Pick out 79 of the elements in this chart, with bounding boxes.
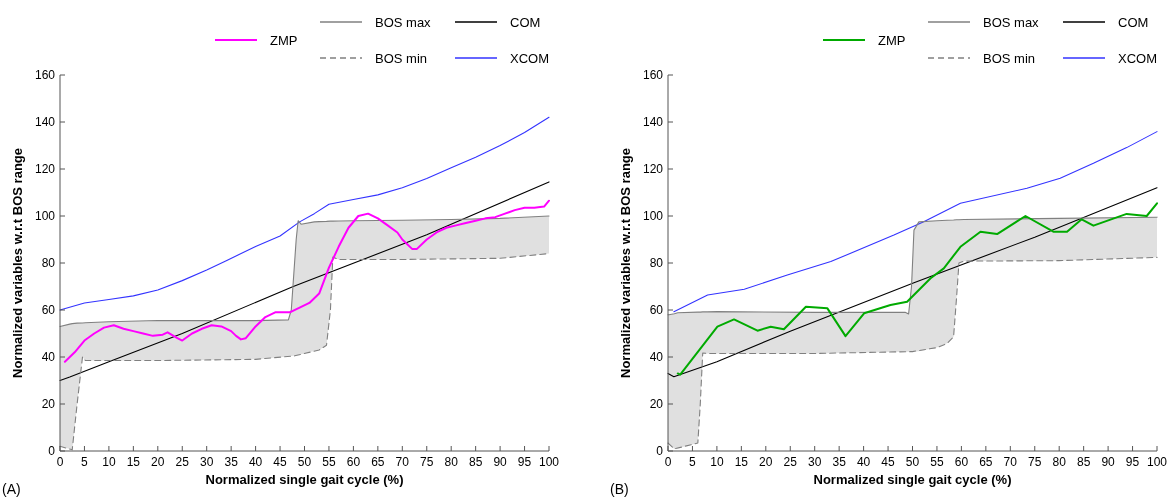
x-tick-label: 85: [468, 455, 483, 469]
x-tick-label: 90: [1101, 455, 1116, 469]
text: (B): [610, 481, 629, 497]
x-tick-label: 95: [1125, 455, 1140, 469]
y-tick-label: 0: [48, 444, 56, 458]
x-tick-label: 25: [783, 455, 798, 469]
y-tick-label: 40: [649, 350, 664, 364]
y-axis-title: Normalized variables w.r.t BOS range: [10, 148, 25, 378]
x-tick-label: 95: [517, 455, 532, 469]
x-tick-label: 55: [322, 455, 336, 469]
x-tick-label: 70: [395, 455, 410, 469]
y-tick-label: 80: [41, 256, 56, 270]
x-tick-label: 5: [81, 455, 89, 469]
x-tick-label: 30: [808, 455, 822, 469]
legend-label: ZMP: [878, 32, 906, 48]
x-tick-label: 40: [248, 455, 263, 469]
x-tick-label: 10: [710, 455, 724, 469]
x-tick-label: 15: [734, 455, 749, 469]
x-tick-label: 60: [954, 455, 969, 469]
x-tick-label: 50: [905, 455, 920, 469]
x-tick-label: 60: [346, 455, 361, 469]
y-tick-label: 0: [656, 444, 664, 458]
legend-label: BOS max: [983, 14, 1040, 30]
legend-label: BOS max: [375, 14, 432, 30]
x-tick-label: 20: [151, 455, 165, 469]
y-tick-label: 140: [34, 115, 56, 129]
x-tick-label: 25: [175, 455, 190, 469]
legend-label: ZMP: [270, 32, 298, 48]
x-tick-label: 75: [420, 455, 434, 469]
x-tick-label: 5: [689, 455, 697, 469]
x-tick-label: 90: [493, 455, 508, 469]
y-tick-label: 20: [41, 397, 56, 411]
line-series: [667, 216, 1158, 316]
y-axis-title: Normalized variables w.r.t BOS range: [618, 148, 633, 378]
x-tick-label: 50: [297, 455, 312, 469]
y-tick-label: 160: [642, 68, 664, 82]
x-tick-label: 75: [1028, 455, 1042, 469]
x-tick-label: 15: [126, 455, 141, 469]
legend-label: XCOM: [1118, 50, 1157, 66]
x-axis-title: Normalized single gait cycle (%): [205, 472, 404, 487]
x-tick-label: 85: [1076, 455, 1091, 469]
y-tick-label: 80: [649, 256, 664, 270]
x-tick-label: 55: [930, 455, 944, 469]
y-tick-label: 100: [34, 209, 56, 223]
text: (A): [2, 481, 21, 497]
x-tick-label: 100: [538, 455, 560, 469]
x-tick-label: 10: [102, 455, 116, 469]
line-series: [63, 199, 550, 363]
y-tick-label: 140: [642, 115, 664, 129]
y-tick-label: 120: [642, 162, 664, 176]
x-tick-label: 30: [200, 455, 214, 469]
x-axis-title: Normalized single gait cycle (%): [813, 472, 1012, 487]
x-tick-label: 35: [224, 455, 239, 469]
y-tick-label: 100: [642, 209, 664, 223]
y-tick-label: 40: [41, 350, 56, 364]
y-tick-label: 20: [649, 397, 664, 411]
x-tick-label: 100: [1146, 455, 1168, 469]
line-series: [59, 181, 550, 382]
x-tick-label: 80: [444, 455, 459, 469]
x-tick-label: 65: [979, 455, 993, 469]
legend-label: XCOM: [510, 50, 549, 66]
line-series: [59, 215, 550, 327]
legend-label: COM: [1118, 14, 1149, 30]
y-tick-label: 60: [41, 303, 56, 317]
x-tick-label: 70: [1003, 455, 1018, 469]
line-series: [673, 131, 1158, 313]
x-tick-label: 65: [371, 455, 385, 469]
x-tick-label: 35: [832, 455, 847, 469]
y-tick-label: 160: [34, 68, 56, 82]
legend-label: BOS min: [375, 50, 428, 66]
y-tick-label: 120: [34, 162, 56, 176]
y-tick-label: 60: [649, 303, 664, 317]
x-tick-label: 40: [856, 455, 871, 469]
legend-label: COM: [510, 14, 541, 30]
x-tick-label: 45: [273, 455, 288, 469]
x-tick-label: 80: [1052, 455, 1067, 469]
x-tick-label: 20: [759, 455, 773, 469]
legend-label: BOS min: [983, 50, 1036, 66]
x-tick-label: 45: [881, 455, 896, 469]
